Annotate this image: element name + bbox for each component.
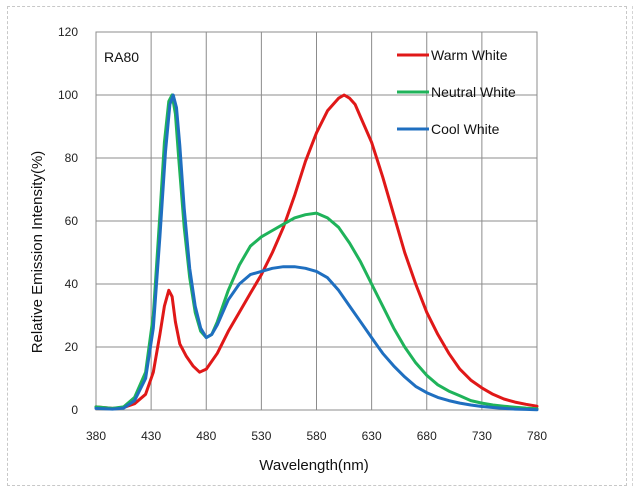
y-tick-label: 120 — [58, 25, 78, 39]
y-tick-label: 60 — [65, 214, 79, 228]
legend-label-neutral-white: Neutral White — [431, 84, 516, 100]
y-tick-label: 0 — [71, 403, 78, 417]
legend-label-cool-white: Cool White — [431, 121, 500, 137]
x-tick-labels: 380 430 480 530 580 630 680 730 780 — [86, 429, 547, 443]
y-axis-title: Relative Emission Intensity(%) — [29, 151, 46, 354]
x-tick-label: 780 — [527, 429, 547, 443]
chart-frame — [7, 6, 627, 486]
x-tick-label: 480 — [196, 429, 216, 443]
x-tick-label: 430 — [141, 429, 161, 443]
plot-area-border — [95, 31, 538, 411]
series-lines — [94, 93, 539, 412]
x-tick-label: 530 — [251, 429, 271, 443]
legend-label-warm-white: Warm White — [431, 47, 508, 63]
y-tick-label: 80 — [65, 151, 79, 165]
series-line-warm-white — [94, 93, 539, 410]
legend: Warm White Neutral White Cool White — [397, 47, 516, 137]
y-tick-label: 100 — [58, 88, 78, 102]
x-tick-label: 730 — [472, 429, 492, 443]
ra-annotation: RA80 — [104, 49, 139, 65]
x-tick-label: 380 — [86, 429, 106, 443]
x-axis-title: Wavelength(nm) — [259, 457, 368, 474]
x-tick-label: 580 — [306, 429, 326, 443]
y-tick-labels: 0 20 40 60 80 100 120 — [58, 25, 78, 417]
x-tick-label: 630 — [362, 429, 382, 443]
series-line-cool-white — [94, 93, 539, 412]
x-tick-label: 680 — [417, 429, 437, 443]
y-tick-label: 20 — [65, 340, 79, 354]
page-edge-divider — [632, 6, 633, 486]
y-tick-label: 40 — [65, 277, 79, 291]
